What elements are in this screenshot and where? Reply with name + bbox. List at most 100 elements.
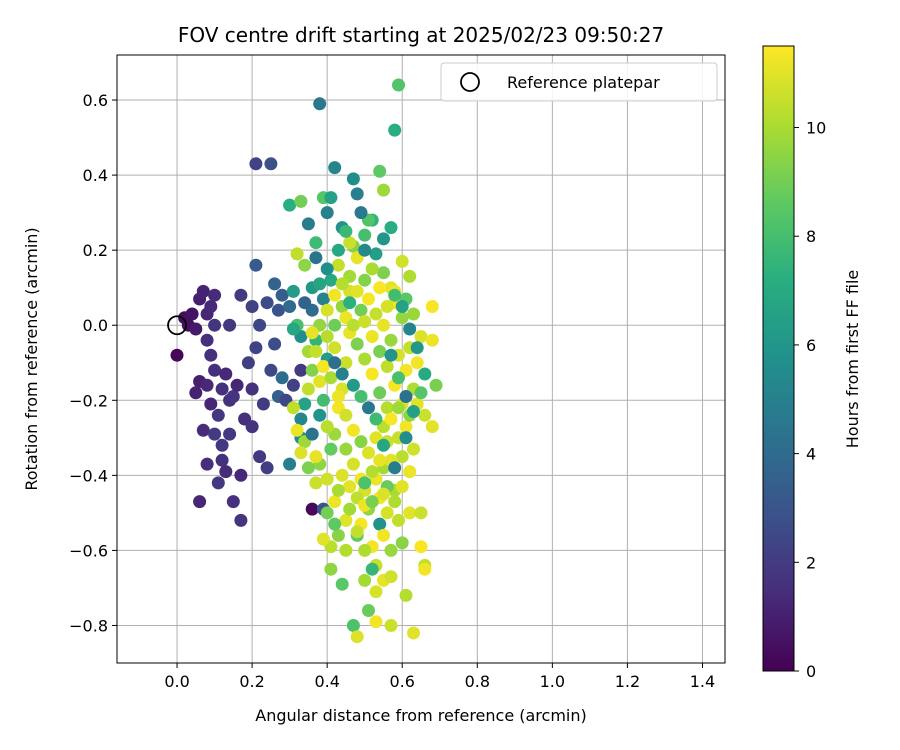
data-point [343, 236, 357, 250]
data-point [204, 348, 218, 362]
data-point [418, 562, 432, 576]
data-point [377, 487, 390, 501]
data-point [331, 483, 345, 497]
colorbar-ticks: 0 2 4 6 8 10 [794, 119, 826, 681]
data-point [298, 258, 312, 272]
data-point [346, 457, 360, 471]
data-point [358, 352, 372, 366]
data-point [290, 423, 304, 437]
data-point [249, 258, 263, 272]
data-point [309, 345, 323, 358]
data-point [286, 401, 300, 415]
data-point [226, 495, 240, 509]
data-point [354, 390, 368, 403]
data-point [283, 300, 297, 313]
data-point [384, 333, 398, 347]
data-point [354, 435, 368, 449]
data-point [226, 390, 240, 403]
colorbar-tick-label: 6 [806, 336, 816, 355]
data-point [290, 247, 304, 261]
data-point [414, 506, 428, 520]
data-point [377, 438, 390, 452]
data-point [268, 337, 282, 351]
x-tick-label: 0.0 [164, 672, 189, 691]
data-point [369, 247, 383, 261]
data-point [309, 450, 323, 464]
reference-marker [167, 315, 187, 336]
data-point [328, 341, 342, 355]
data-point [380, 300, 394, 313]
data-point [343, 480, 357, 494]
data-point [204, 300, 218, 313]
data-point [185, 307, 199, 321]
data-point [410, 356, 424, 370]
data-point [373, 453, 387, 467]
data-point [301, 382, 315, 396]
legend-box [440, 62, 718, 102]
colorbar-tick-label: 10 [806, 119, 826, 138]
data-point [283, 198, 297, 212]
data-point [380, 401, 394, 415]
data-point [298, 296, 312, 310]
data-point [313, 375, 327, 388]
data-point [215, 382, 229, 396]
data-point [403, 269, 417, 283]
data-point [324, 371, 338, 385]
data-point [369, 412, 383, 426]
data-point [395, 254, 409, 268]
data-point [354, 206, 368, 220]
y-axis-ticks: 0.6 0.4 0.2 0.0 −0.2 −0.4 −0.6 −0.8 [69, 91, 117, 635]
data-point [377, 528, 390, 542]
data-point [346, 172, 360, 186]
scatter-points [170, 78, 443, 644]
data-point [418, 408, 432, 422]
data-point [283, 457, 297, 471]
data-point [313, 277, 327, 291]
data-point [429, 378, 443, 392]
data-point [399, 431, 413, 445]
data-point [365, 262, 379, 276]
data-point [324, 191, 338, 205]
legend-marker-icon [460, 72, 480, 92]
data-point [294, 363, 308, 377]
colorbar-tick-label: 4 [806, 445, 816, 464]
data-point [249, 341, 263, 355]
data-point [320, 303, 334, 317]
data-point [305, 326, 319, 340]
data-point [358, 543, 372, 557]
data-point [275, 288, 289, 302]
y-tick-label: 0.0 [83, 316, 108, 335]
data-point [339, 408, 353, 422]
x-tick-label: 0.8 [465, 672, 490, 691]
data-point [414, 386, 428, 400]
data-point [309, 476, 323, 490]
data-point [170, 348, 184, 362]
data-point [407, 307, 420, 321]
colorbar: 0 2 4 6 8 10 Hours from first FF file [762, 45, 862, 681]
data-point [200, 378, 214, 392]
data-point [410, 341, 424, 355]
data-point [384, 543, 398, 557]
x-tick-label: 0.6 [390, 672, 415, 691]
x-tick-label: 1.0 [540, 672, 565, 691]
data-point [324, 442, 338, 456]
data-point [362, 292, 375, 306]
x-tick-label: 1.2 [615, 672, 640, 691]
data-point [343, 296, 357, 310]
x-tick-label: 0.4 [314, 672, 339, 691]
data-point [407, 405, 420, 418]
data-point [395, 480, 409, 494]
data-point [335, 367, 349, 381]
data-point [339, 543, 353, 557]
data-point [403, 322, 417, 336]
data-point [305, 363, 319, 377]
data-point [358, 243, 372, 257]
data-point [245, 420, 259, 434]
data-point [388, 288, 402, 302]
data-point [316, 532, 330, 546]
data-point [264, 363, 278, 377]
colorbar-tick-label: 8 [806, 227, 816, 246]
data-point [407, 626, 420, 640]
data-point [260, 461, 274, 475]
data-point [313, 408, 327, 422]
